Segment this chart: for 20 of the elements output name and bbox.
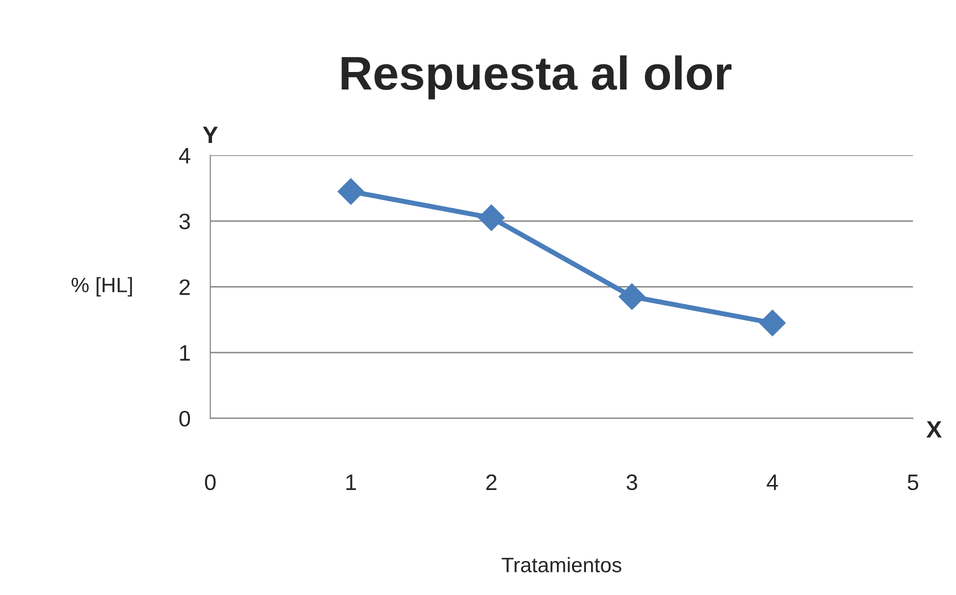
- point: [478, 204, 505, 232]
- y-tick-label: 3: [179, 214, 190, 230]
- x-tick-label: 3: [626, 474, 638, 490]
- y-tick-label: 1: [180, 345, 190, 361]
- chart-title: Respuesta al olor: [342, 55, 732, 100]
- y-axis-title: % [HL]: [72, 277, 132, 296]
- text: X: [926, 421, 942, 438]
- point: [759, 310, 786, 336]
- x-tick-label: 4: [766, 474, 778, 490]
- y-tick-label: 4: [179, 148, 190, 164]
- x-tick-label: 1: [346, 474, 356, 490]
- y-tick-label: 0: [179, 410, 190, 427]
- point: [338, 178, 364, 205]
- x-axis-title: Tratamientos: [502, 557, 622, 572]
- x-tick-label: 2: [486, 474, 496, 490]
- x-tick-label: 5: [908, 474, 918, 490]
- point: [618, 283, 646, 310]
- x-tick-label: 0: [205, 474, 216, 490]
- text: Y: [202, 126, 218, 143]
- y-tick-label: 2: [180, 279, 190, 295]
